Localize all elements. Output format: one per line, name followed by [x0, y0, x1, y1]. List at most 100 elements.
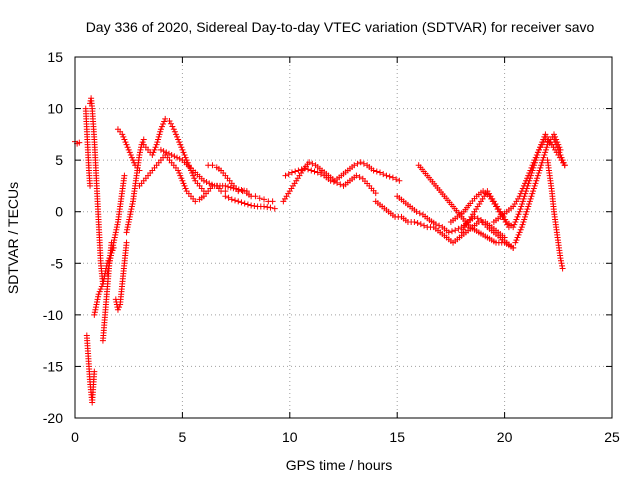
data-point — [222, 193, 229, 200]
data-point — [182, 154, 189, 161]
data-point — [455, 225, 462, 232]
data-point — [512, 219, 519, 226]
data-point — [104, 270, 111, 277]
data-point — [107, 252, 114, 259]
series-arc-01 — [72, 138, 83, 147]
data-point — [235, 198, 242, 205]
data-point — [96, 288, 103, 295]
data-point — [174, 154, 181, 161]
data-point — [123, 239, 130, 246]
data-point — [222, 188, 229, 195]
series-arc-03 — [87, 95, 106, 287]
data-point — [167, 120, 174, 127]
data-point — [261, 203, 268, 210]
y-tick-label: -10 — [43, 307, 63, 323]
data-point — [235, 186, 242, 193]
data-point — [155, 133, 162, 140]
data-point — [126, 213, 133, 220]
x-tick-label: 10 — [282, 429, 298, 445]
series-arc-15 — [222, 193, 278, 212]
data-point — [151, 146, 158, 153]
data-point — [192, 198, 199, 205]
data-point — [295, 167, 302, 174]
data-points — [72, 95, 568, 406]
data-point — [109, 244, 116, 251]
data-point — [200, 177, 207, 184]
series-arc-20 — [415, 162, 517, 251]
data-point — [261, 196, 268, 203]
data-point — [519, 185, 526, 192]
data-point — [166, 117, 173, 124]
data-point — [357, 159, 364, 166]
data-point — [373, 168, 380, 175]
data-point — [533, 151, 540, 158]
data-point — [180, 180, 187, 187]
data-point — [288, 169, 295, 176]
data-point — [515, 211, 522, 218]
data-point — [520, 182, 527, 189]
series-arc-17 — [282, 165, 379, 197]
data-point — [227, 184, 234, 191]
data-point — [518, 188, 525, 195]
data-point — [515, 231, 522, 238]
data-point — [121, 172, 128, 179]
data-point — [529, 162, 536, 169]
data-point — [178, 144, 185, 151]
data-point — [190, 172, 197, 179]
data-point — [552, 139, 559, 146]
data-point — [180, 149, 187, 156]
data-point — [351, 162, 358, 169]
data-point — [393, 176, 400, 183]
data-point — [528, 193, 535, 200]
data-point — [157, 146, 164, 153]
data-point — [112, 229, 119, 236]
data-point — [559, 157, 566, 164]
data-point — [526, 200, 533, 207]
data-point — [127, 208, 134, 215]
data-point — [334, 179, 341, 186]
data-point — [238, 199, 245, 206]
data-point — [513, 237, 520, 244]
data-point — [298, 166, 305, 173]
data-point — [527, 195, 534, 202]
data-point — [445, 229, 452, 236]
data-point — [171, 153, 178, 160]
data-point — [251, 203, 258, 210]
data-point — [560, 159, 567, 166]
data-point — [519, 221, 526, 228]
chart-title: Day 336 of 2020, Sidereal Day-to-day VTE… — [86, 19, 595, 35]
data-point — [330, 178, 337, 185]
data-point — [119, 131, 126, 138]
data-point — [534, 149, 541, 156]
data-point — [436, 222, 443, 229]
data-point — [526, 170, 533, 177]
data-point — [174, 133, 181, 140]
data-point — [530, 159, 537, 166]
data-point — [554, 144, 561, 151]
data-point — [129, 157, 136, 164]
data-point — [561, 162, 568, 169]
data-point — [553, 141, 560, 148]
data-point — [533, 177, 540, 184]
data-point — [232, 197, 239, 204]
series-arc-08 — [112, 239, 130, 313]
data-point — [522, 213, 529, 220]
data-point — [222, 182, 229, 189]
data-point — [181, 182, 188, 189]
data-point — [551, 131, 558, 138]
data-point — [225, 194, 232, 201]
data-point — [256, 195, 263, 202]
data-point — [176, 155, 183, 162]
plot-frame — [74, 56, 613, 419]
data-point — [383, 172, 390, 179]
data-point — [158, 123, 165, 130]
data-point — [125, 221, 132, 228]
data-point — [128, 206, 135, 213]
data-point — [396, 177, 403, 184]
data-point — [523, 208, 530, 215]
data-point — [163, 149, 170, 156]
data-point — [209, 162, 216, 169]
data-point — [108, 249, 115, 256]
data-point — [377, 169, 384, 176]
data-point — [309, 160, 316, 167]
